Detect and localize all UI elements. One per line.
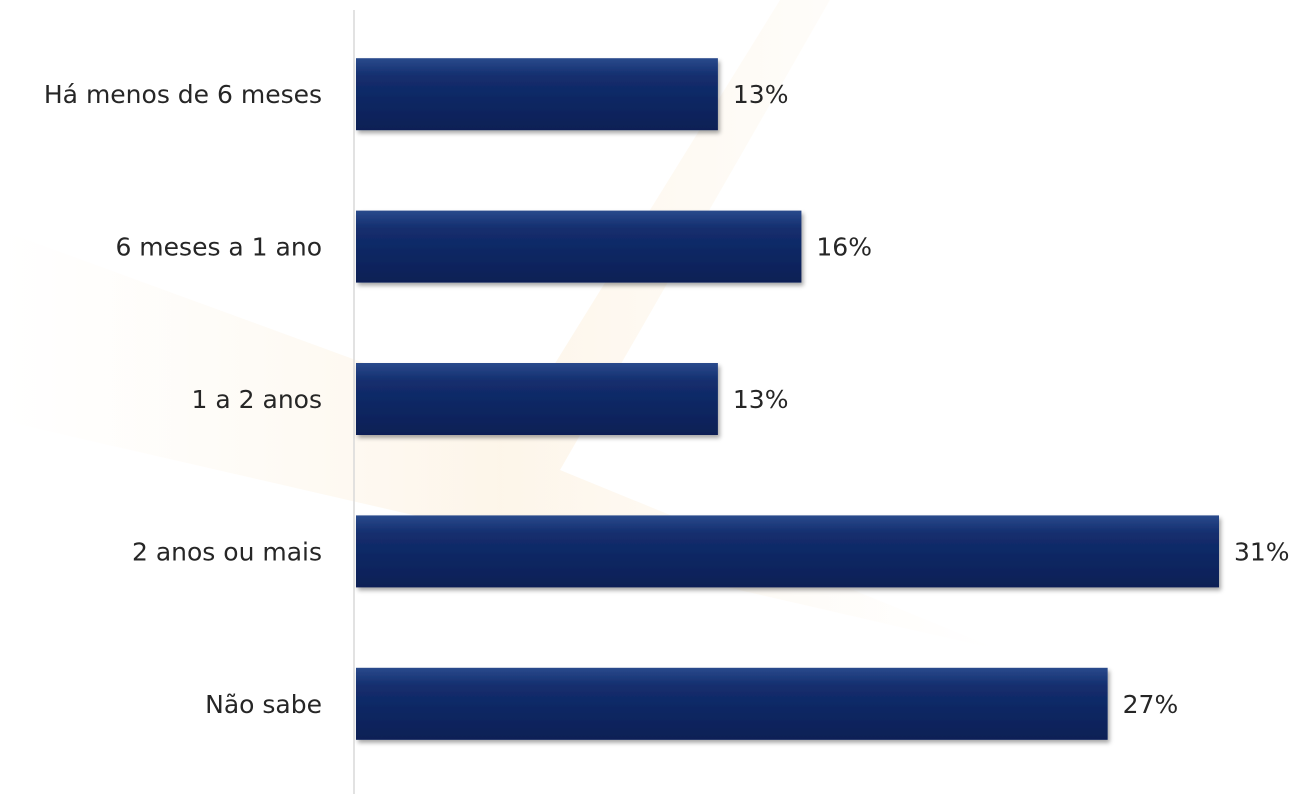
- category-label-5: Não sabe: [205, 690, 322, 719]
- bars-group: [356, 58, 1219, 740]
- category-labels-group: Há menos de 6 meses 6 meses a 1 ano 1 a 2 …: [44, 80, 322, 719]
- value-label-3: 13%: [733, 385, 789, 414]
- category-label-3: 1 a 2 anos: [192, 385, 322, 414]
- bar-4: [356, 515, 1219, 588]
- bar-1: [356, 58, 718, 131]
- value-label-1: 13%: [733, 80, 789, 109]
- value-label-2: 16%: [816, 233, 872, 262]
- value-label-4: 31%: [1234, 537, 1290, 566]
- category-label-4: 2 anos ou mais: [132, 537, 322, 566]
- category-label-1: Há menos de 6 meses: [44, 80, 322, 109]
- bar-3: [356, 363, 718, 435]
- bar-5: [356, 667, 1108, 740]
- bar-2: [356, 210, 802, 283]
- value-labels-group: 13% 16% 13% 31% 27%: [733, 80, 1290, 719]
- value-label-5: 27%: [1123, 690, 1179, 719]
- category-label-2: 6 meses a 1 ano: [115, 233, 322, 262]
